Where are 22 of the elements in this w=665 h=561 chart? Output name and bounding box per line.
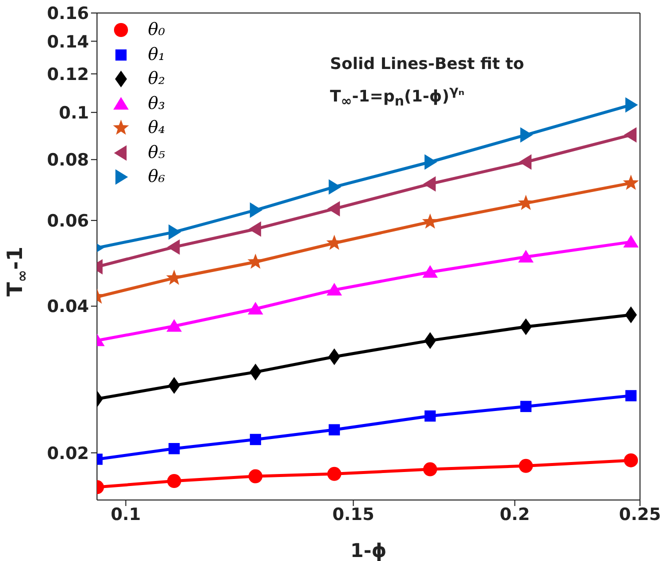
annotation: T$_{∞}$-1=p$_{n}$(1-ϕ)$^{γₙ}$ [330, 83, 466, 112]
y-tick-label: 0.04 [47, 297, 90, 318]
legend-label: θ₂ [148, 69, 166, 90]
legend-label: θ₃ [148, 94, 166, 114]
legend-label: θ₁ [148, 44, 166, 65]
annotation: Solid Lines-Best fit to [330, 53, 524, 75]
legend-label: θ₀ [148, 20, 166, 40]
y-tick-label: 0.02 [47, 444, 89, 464]
legend-label: θ₆ [148, 167, 166, 188]
x-axis-title: 1-ϕ [350, 540, 387, 561]
x-tick-label: 0.2 [500, 505, 530, 526]
x-tick-label: 0.25 [619, 505, 661, 526]
y-tick-label: 0.16 [47, 4, 89, 24]
y-tick-label: 0.14 [47, 32, 90, 52]
y-tick-label: 0.06 [47, 211, 89, 232]
y-tick-label: 0.12 [47, 64, 89, 85]
y-tick-label: 0.1 [58, 103, 89, 124]
legend-label: θ₅ [148, 142, 166, 163]
x-tick-label: 0.1 [110, 505, 141, 526]
x-tick-label: 0.15 [332, 505, 374, 526]
legend-label: θ₄ [148, 118, 166, 138]
y-tick-label: 0.08 [47, 150, 89, 171]
